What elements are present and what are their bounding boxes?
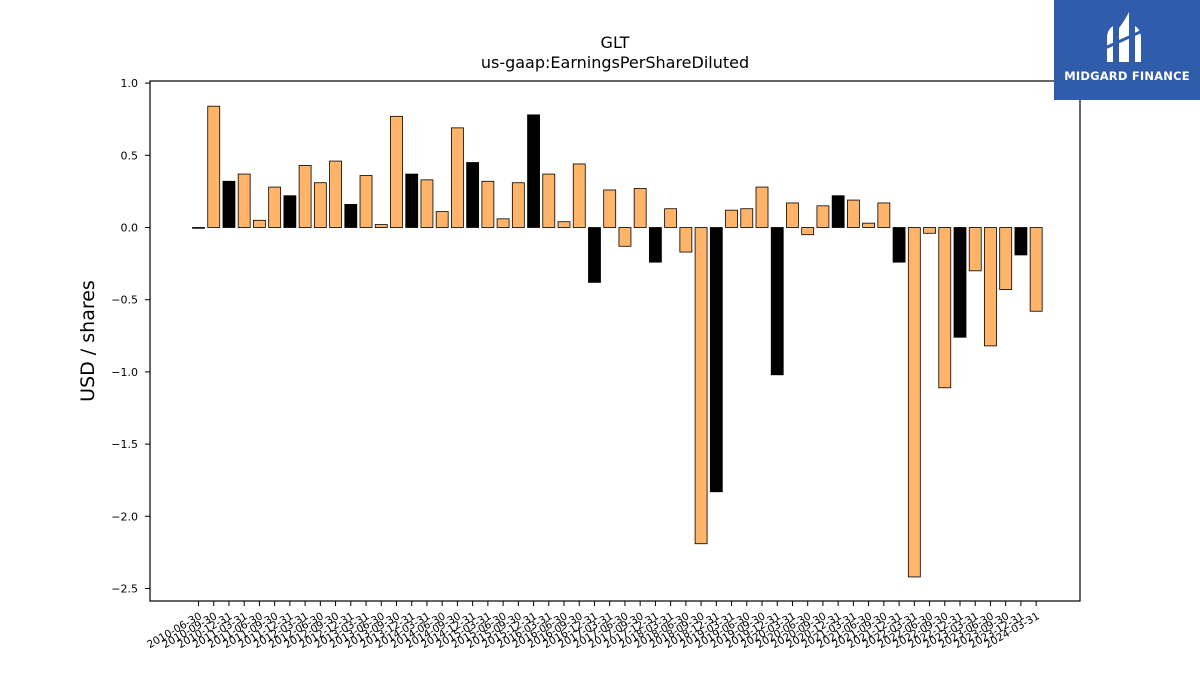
bar-2014-12-31 (466, 162, 480, 228)
bar-2018-06-30 (679, 227, 693, 253)
brand-logo: MIDGARD FINANCE (1054, 0, 1200, 100)
bar-2010-09-30 (207, 105, 221, 228)
bar-2011-09-30 (268, 186, 282, 228)
bar-2020-12-31 (831, 195, 845, 228)
bar-2019-03-31 (725, 209, 738, 228)
bar-2017-06-30 (618, 227, 632, 247)
bar-2017-09-30 (633, 188, 647, 228)
y-tick-label: −1.5 (111, 438, 138, 451)
y-tick-label: −2.5 (111, 583, 138, 596)
bar-2023-03-31 (968, 227, 982, 272)
bar-2016-03-31 (542, 173, 556, 228)
y-axis: 1.0 0.5 0.0 −0.5 −1.0 −1.5 −2.0 −2.5 (111, 77, 150, 596)
bar-2021-03-31 (846, 199, 860, 228)
bar-2011-06-30 (253, 219, 266, 228)
bar-2023-09-30 (999, 227, 1013, 290)
bar-2011-12-31 (283, 195, 297, 228)
y-tick-label: −1.0 (111, 366, 138, 379)
bar-2022-12-31 (953, 227, 967, 338)
bar-2019-06-30 (740, 208, 754, 228)
bar-2013-09-30 (390, 115, 403, 228)
bar-2016-12-31 (588, 227, 601, 283)
bar-2011-03-31 (237, 173, 251, 228)
bar-2012-06-30 (313, 182, 327, 228)
chart-title: GLT (600, 33, 630, 52)
bar-2016-09-30 (572, 163, 586, 228)
bar-2014-06-30 (435, 211, 449, 228)
bar-2014-09-30 (451, 127, 464, 228)
bar-2012-12-31 (344, 203, 358, 228)
y-tick-label: −0.5 (111, 294, 138, 307)
bar-2013-03-31 (359, 175, 373, 228)
bar-2019-12-31 (770, 227, 784, 376)
plot-frame (149, 80, 1081, 602)
bar-2023-06-30 (984, 227, 997, 347)
bar-2013-12-31 (405, 173, 419, 228)
bar-2016-06-30 (557, 221, 571, 228)
bar-2018-03-31 (664, 208, 678, 228)
bar-2022-06-30 (923, 227, 936, 234)
bar-2023-12-31 (1014, 227, 1028, 256)
y-axis-label: USD / shares (77, 280, 99, 402)
bar-2015-09-30 (511, 182, 525, 228)
bar-2015-12-31 (527, 114, 540, 228)
bar-2015-06-30 (496, 218, 510, 228)
bar-2017-03-31 (603, 189, 617, 228)
bar-2017-12-31 (649, 227, 662, 263)
bar-2014-03-31 (420, 179, 434, 228)
bar-2022-03-31 (907, 227, 921, 578)
bar-2012-09-30 (329, 160, 342, 228)
y-tick-label: 1.0 (121, 77, 139, 90)
bars-layer (192, 105, 1043, 578)
brand-name: MIDGARD FINANCE (1064, 69, 1190, 83)
bar-2021-12-31 (892, 227, 906, 263)
bar-2013-06-30 (374, 224, 388, 228)
bar-2020-06-30 (801, 227, 815, 236)
y-tick-label: 0.5 (121, 149, 139, 162)
bar-2015-03-31 (481, 180, 495, 228)
bar-2010-12-31 (222, 180, 236, 228)
bar-2022-09-30 (938, 227, 952, 389)
bar-2018-09-30 (694, 227, 708, 545)
bar-2021-06-30 (862, 222, 876, 228)
y-tick-label: −2.0 (111, 510, 138, 523)
y-tick-label: 0.0 (121, 222, 139, 235)
bar-2010-06-30 (192, 227, 205, 229)
bar-2019-09-30 (755, 186, 769, 228)
bar-2012-03-31 (298, 165, 312, 228)
chart-subtitle: us-gaap:EarningsPerShareDiluted (480, 53, 750, 72)
bar-2021-09-30 (877, 202, 891, 228)
bar-2020-09-30 (816, 205, 830, 228)
x-axis: 2010-06-302010-09-302010-12-312011-03-31… (145, 601, 1042, 651)
bar-2024-03-31 (1029, 227, 1043, 312)
bar-2020-03-31 (786, 202, 799, 228)
brand-logo-icon (1104, 12, 1150, 62)
bar-2018-12-31 (709, 227, 723, 493)
